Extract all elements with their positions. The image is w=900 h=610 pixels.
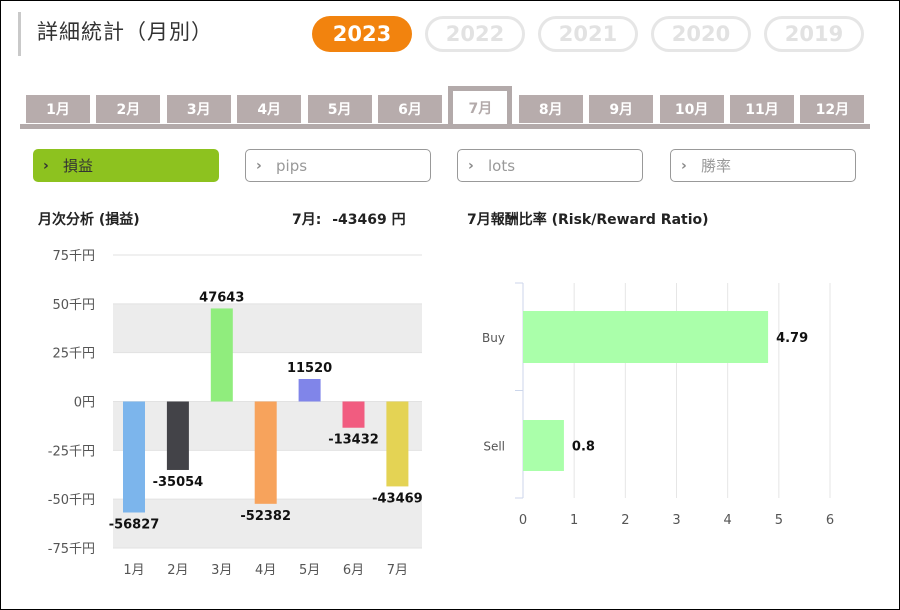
- tab-month-11[interactable]: 11月: [730, 95, 794, 123]
- bar-Buy[interactable]: [523, 311, 769, 363]
- tab-month-4[interactable]: 4月: [237, 95, 302, 123]
- year-button-2023[interactable]: 2023: [312, 16, 412, 52]
- metric-button-3[interactable]: › 勝率: [670, 149, 856, 182]
- y-tick-label: 50千円: [52, 298, 95, 313]
- x-tick-label: 4: [724, 513, 732, 528]
- tab-month-12[interactable]: 12月: [800, 95, 865, 123]
- monthly-summary-value: -43469 円: [332, 212, 406, 228]
- bar-4月[interactable]: [254, 401, 277, 504]
- tab-month-3[interactable]: 3月: [166, 95, 231, 123]
- bar-value-label: -35054: [153, 475, 204, 490]
- bar-value-label: -43469: [372, 491, 423, 506]
- month-tabs: 1月 2月 3月 4月 5月 6月 7月 8月 9月 10月 11月 12月: [20, 86, 870, 129]
- x-category-label: 3月: [211, 563, 232, 578]
- bar-value-label: 11520: [287, 361, 332, 376]
- metric-button-0[interactable]: › 損益: [33, 149, 219, 182]
- chevron-right-icon: ›: [43, 157, 49, 174]
- tab-month-7[interactable]: 7月: [448, 86, 513, 124]
- rr-chart-title: 7月報酬比率 (Risk/Reward Ratio): [467, 212, 709, 228]
- bar-value-label: 47643: [199, 290, 244, 305]
- y-tick-label: -50千円: [48, 493, 95, 508]
- metric-label: lots: [488, 156, 516, 175]
- chevron-right-icon: ›: [468, 157, 474, 174]
- y-tick-label: -25千円: [48, 444, 95, 459]
- bar-value-label: 4.79: [776, 331, 808, 346]
- x-category-label: 5月: [299, 563, 320, 578]
- x-tick-label: 2: [621, 513, 629, 528]
- metric-button-2[interactable]: › lots: [457, 149, 643, 182]
- bar-value-label: -13432: [328, 433, 379, 448]
- tab-month-6[interactable]: 6月: [378, 95, 442, 123]
- plot-band: [113, 303, 422, 353]
- monthly-pnl-chart: 75千円 50千円 25千円 0円 -25千円 -50千円 -75千円 -56827 1月 -35…: [48, 249, 423, 578]
- bar-3月[interactable]: [210, 308, 233, 402]
- bar-Sell[interactable]: [523, 420, 564, 471]
- x-category-label: 1月: [123, 563, 144, 578]
- chevron-right-icon: ›: [256, 157, 262, 174]
- bar-7月[interactable]: [386, 401, 409, 487]
- metric-button-1[interactable]: › pips: [245, 149, 431, 182]
- bar-5月[interactable]: [298, 378, 321, 402]
- monthly-chart-title: 月次分析 (損益): [38, 212, 140, 228]
- y-category-label: Sell: [483, 440, 505, 454]
- x-tick-label: 3: [672, 513, 680, 528]
- bar-value-label: 0.8: [572, 440, 595, 455]
- tab-month-10[interactable]: 10月: [659, 95, 724, 123]
- metric-label: 損益: [63, 157, 94, 175]
- y-tick-label: 0円: [74, 396, 95, 411]
- y-tick-label: 25千円: [52, 347, 95, 362]
- x-category-label: 4月: [255, 563, 276, 578]
- tab-month-5[interactable]: 5月: [307, 95, 372, 123]
- monthly-summary: 7月: -43469 円: [292, 209, 406, 229]
- metric-label: 勝率: [701, 157, 732, 175]
- page-title: 詳細統計（月別）: [37, 20, 213, 44]
- bar-1月[interactable]: [123, 401, 145, 513]
- bar-6月[interactable]: [342, 401, 365, 428]
- tab-month-9[interactable]: 9月: [589, 95, 654, 123]
- y-category-label: Buy: [482, 331, 505, 345]
- y-tick-label: -75千円: [48, 542, 95, 557]
- year-selector: 2023 2022 2021 2020 2019: [312, 16, 864, 52]
- title-area: 詳細統計（月別）: [18, 12, 213, 56]
- x-tick-label: 0: [519, 513, 527, 528]
- bar-value-label: -52382: [240, 509, 291, 524]
- tab-month-1[interactable]: 1月: [26, 95, 90, 123]
- plot-band: [113, 499, 422, 548]
- x-tick-label: 5: [775, 513, 783, 528]
- x-tick-label: 6: [826, 513, 834, 528]
- year-button-2020[interactable]: 2020: [651, 16, 751, 52]
- year-button-2022[interactable]: 2022: [425, 16, 525, 52]
- x-category-label: 7月: [387, 563, 408, 578]
- x-category-label: 6月: [343, 563, 364, 578]
- tab-month-2[interactable]: 2月: [96, 95, 161, 123]
- tab-month-8[interactable]: 8月: [518, 95, 583, 123]
- risk-reward-chart: 0 1 2 3 4 5 6 4.79 Buy 0.8 Sell: [482, 282, 834, 528]
- chevron-right-icon: ›: [681, 157, 687, 174]
- year-button-2021[interactable]: 2021: [538, 16, 638, 52]
- bar-2月[interactable]: [166, 401, 189, 470]
- monthly-summary-label: 7月:: [292, 212, 322, 228]
- x-category-label: 2月: [167, 563, 188, 578]
- x-tick-label: 1: [570, 513, 578, 528]
- metric-label: pips: [276, 156, 308, 175]
- year-button-2019[interactable]: 2019: [764, 16, 864, 52]
- y-tick-label: 75千円: [52, 249, 95, 264]
- bar-value-label: -56827: [109, 518, 160, 533]
